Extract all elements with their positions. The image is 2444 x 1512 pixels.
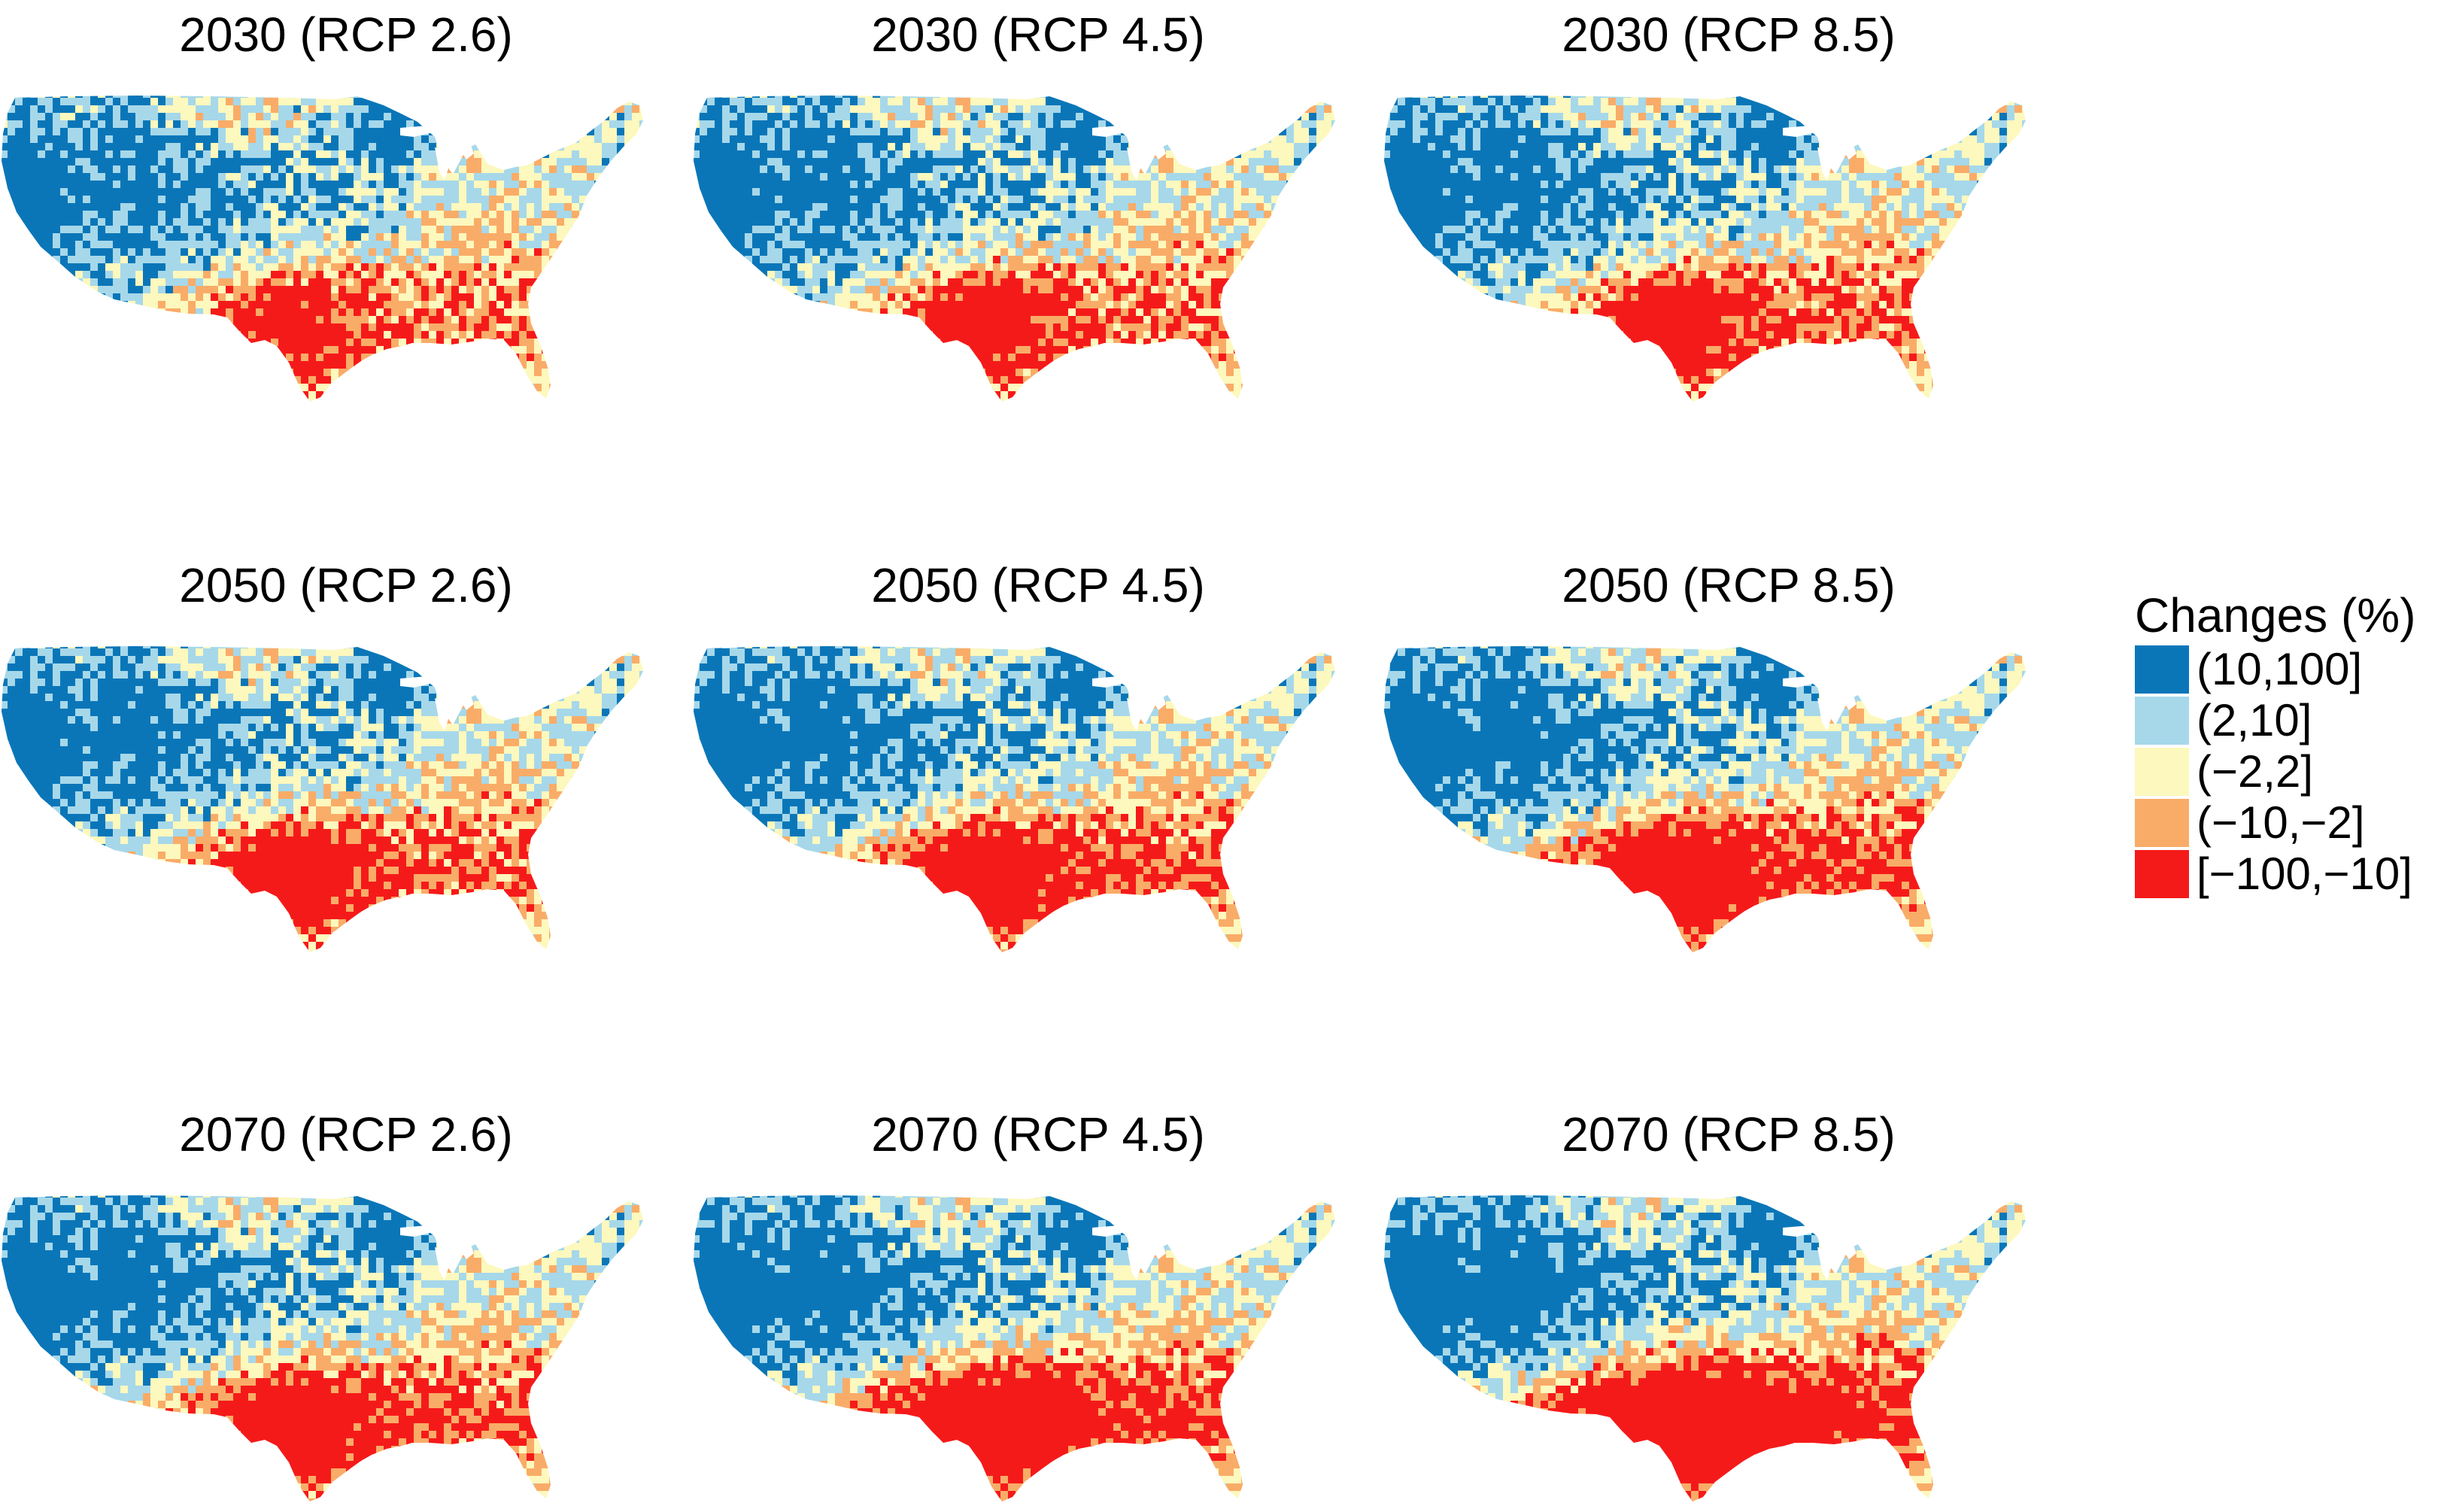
usa-map (677, 626, 1399, 957)
panel-title: 2050 (RCP 8.5) (1368, 557, 2090, 614)
legend-label: (−10,−2] (2197, 799, 2365, 847)
map-panel-2070-rcp85: 2070 (RCP 8.5) (1368, 1106, 2090, 1512)
legend-swatch (2135, 645, 2189, 694)
map-panel-2070-rcp45: 2070 (RCP 4.5) (677, 1106, 1399, 1512)
change-raster (0, 626, 707, 957)
change-raster (1368, 1175, 2090, 1506)
legend-item: (2,10] (2135, 695, 2436, 746)
map-panel-2030-rcp85: 2030 (RCP 8.5) (1368, 6, 2090, 412)
legend-swatch (2135, 697, 2189, 745)
legend-item: (10,100] (2135, 644, 2436, 695)
change-raster (0, 75, 707, 406)
panel-title: 2070 (RCP 4.5) (677, 1106, 1399, 1163)
usa-map (0, 1175, 707, 1506)
map-panel-2050-rcp85: 2050 (RCP 8.5) (1368, 557, 2090, 963)
legend: Changes (%) (10,100] (2,10] (−2,2] (−10,… (2135, 587, 2436, 900)
panel-title: 2030 (RCP 2.6) (0, 6, 707, 63)
legend-swatch (2135, 850, 2189, 898)
panel-title: 2030 (RCP 8.5) (1368, 6, 2090, 63)
change-raster (1368, 75, 2090, 406)
change-raster (0, 1175, 707, 1506)
usa-map (677, 1175, 1399, 1506)
legend-label: [−100,−10] (2197, 850, 2412, 898)
usa-map (1368, 626, 2090, 957)
legend-item: [−100,−10] (2135, 849, 2436, 900)
map-panel-2030-rcp45: 2030 (RCP 4.5) (677, 6, 1399, 412)
panel-title: 2030 (RCP 4.5) (677, 6, 1399, 63)
legend-item: (−10,−2] (2135, 797, 2436, 849)
usa-map (1368, 75, 2090, 406)
map-panel-2030-rcp26: 2030 (RCP 2.6) (0, 6, 707, 412)
usa-map (677, 75, 1399, 406)
usa-map (1368, 1175, 2090, 1506)
panel-title: 2050 (RCP 4.5) (677, 557, 1399, 614)
map-panel-2050-rcp45: 2050 (RCP 4.5) (677, 557, 1399, 963)
change-raster (1368, 626, 2090, 957)
change-raster (677, 1175, 1399, 1506)
usa-map (0, 626, 707, 957)
panel-title: 2050 (RCP 2.6) (0, 557, 707, 614)
legend-label: (2,10] (2197, 697, 2312, 745)
legend-item: (−2,2] (2135, 746, 2436, 797)
map-panel-2070-rcp26: 2070 (RCP 2.6) (0, 1106, 707, 1512)
panel-title: 2070 (RCP 8.5) (1368, 1106, 2090, 1163)
map-panel-2050-rcp26: 2050 (RCP 2.6) (0, 557, 707, 963)
legend-swatch (2135, 799, 2189, 847)
usa-map (0, 75, 707, 406)
legend-swatch (2135, 748, 2189, 796)
panel-title: 2070 (RCP 2.6) (0, 1106, 707, 1163)
legend-label: (10,100] (2197, 645, 2362, 694)
legend-title: Changes (%) (2135, 587, 2436, 644)
change-raster (677, 626, 1399, 957)
change-raster (677, 75, 1399, 406)
legend-label: (−2,2] (2197, 748, 2313, 796)
